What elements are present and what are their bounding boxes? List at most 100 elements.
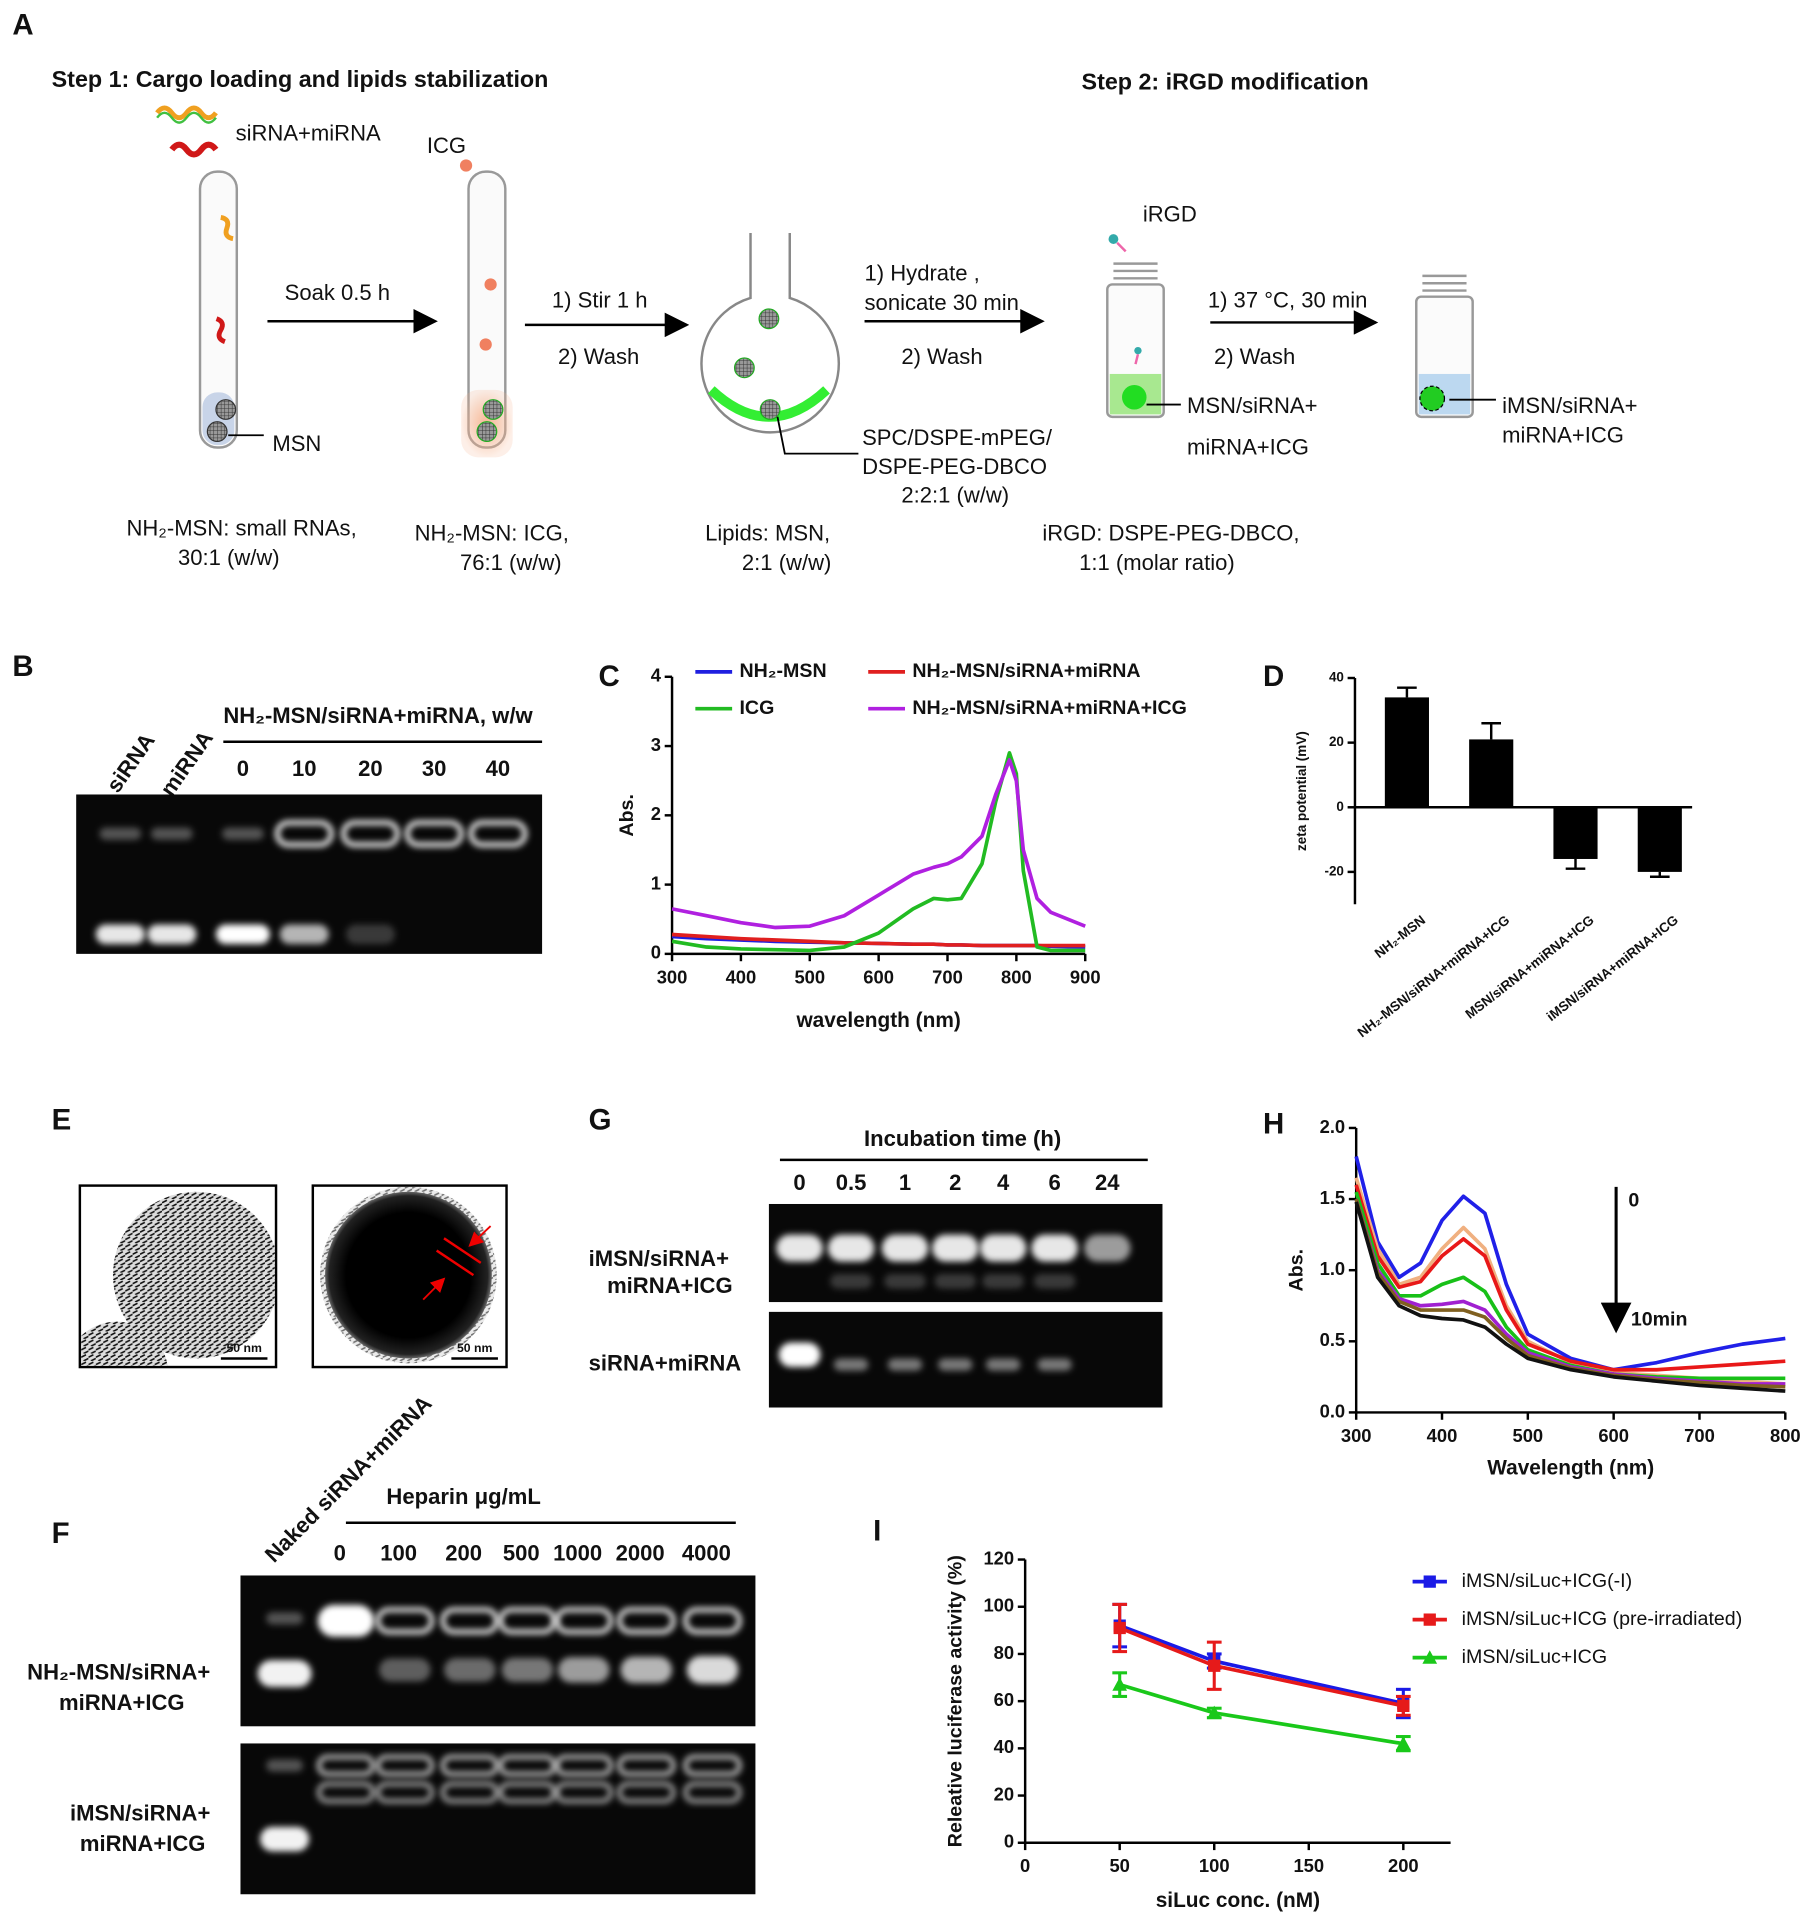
y-tick-label: 2 bbox=[651, 803, 661, 824]
y-tick-label: 0 bbox=[1004, 1831, 1014, 1852]
x-tick-label: 700 bbox=[1684, 1425, 1715, 1446]
x-tick-label: 300 bbox=[1341, 1425, 1372, 1446]
chart: 0 20 40 60 80 100 120 0 50 100 150 200 Releative luc… bbox=[945, 1547, 1743, 1912]
gel-band bbox=[95, 924, 145, 945]
caption: 1:1 (molar ratio) bbox=[1079, 550, 1235, 575]
gel-band bbox=[934, 1273, 977, 1289]
x-tick-label: 400 bbox=[726, 966, 757, 987]
gel-band bbox=[887, 1358, 923, 1371]
step-label: sonicate 30 min bbox=[865, 290, 1019, 315]
gel-band bbox=[497, 1754, 557, 1777]
x-axis-label: wavelength (nm) bbox=[795, 1009, 960, 1032]
y-tick-label: 80 bbox=[994, 1642, 1014, 1663]
y-tick-label: 40 bbox=[1329, 670, 1344, 685]
marker bbox=[1113, 1621, 1126, 1635]
label: 2:2:1 (w/w) bbox=[901, 482, 1009, 507]
series-line bbox=[1354, 1155, 1786, 1372]
y-tick-label: 0.5 bbox=[1320, 1329, 1346, 1350]
row-label: NH₂-MSN/siRNA+ bbox=[27, 1659, 210, 1684]
gel-band bbox=[266, 1612, 304, 1625]
gel-band bbox=[375, 1607, 435, 1635]
gel-band bbox=[982, 1273, 1024, 1289]
label: DSPE-PEG-DBCO bbox=[862, 454, 1047, 479]
gel-header: Incubation time (h) bbox=[864, 1126, 1061, 1151]
gel-band bbox=[266, 1759, 304, 1772]
legend-label: NH₂-MSN/siRNA+miRNA bbox=[912, 660, 1140, 682]
y-tick-label: 20 bbox=[1329, 734, 1344, 749]
gel-band bbox=[776, 1234, 823, 1262]
lane-label: 2 bbox=[949, 1170, 961, 1195]
x-tick-label: 100 bbox=[1199, 1855, 1230, 1876]
label: siRNA+miRNA bbox=[236, 121, 381, 146]
series-line bbox=[1354, 1191, 1786, 1381]
step-label: 2) Wash bbox=[1214, 344, 1295, 369]
panel-label: H bbox=[1263, 1107, 1284, 1140]
caption: iRGD: DSPE-PEG-DBCO, bbox=[1042, 520, 1299, 545]
gel-band bbox=[683, 1754, 742, 1777]
y-tick-label: -20 bbox=[1324, 863, 1343, 878]
series-line bbox=[1119, 1623, 1404, 1706]
x-axis-label: siLuc conc. (nM) bbox=[1156, 1889, 1320, 1912]
series-line bbox=[1354, 1201, 1786, 1393]
legend-label: NH₂-MSN bbox=[739, 660, 826, 682]
step-label: 2) Wash bbox=[901, 344, 982, 369]
lane-label: 40 bbox=[486, 756, 511, 781]
y-tick-label: 0.0 bbox=[1320, 1400, 1346, 1421]
label: MSN bbox=[272, 431, 321, 456]
lane-label: 10 bbox=[292, 756, 317, 781]
legend-label: NH₂-MSN/siRNA+miRNA+ICG bbox=[912, 697, 1187, 719]
gel bbox=[240, 1575, 756, 1727]
gel-band bbox=[1033, 1273, 1076, 1289]
bar bbox=[1384, 697, 1429, 808]
series-line bbox=[1354, 1198, 1786, 1389]
gel-band bbox=[683, 1781, 742, 1804]
label: miRNA+ICG bbox=[1187, 435, 1309, 460]
x-tick-label: 50 bbox=[1109, 1855, 1129, 1876]
legend-marker bbox=[1423, 1575, 1436, 1588]
panel-label: I bbox=[873, 1514, 881, 1547]
row-label: miRNA+ICG bbox=[607, 1273, 733, 1298]
lane-label: 30 bbox=[422, 756, 447, 781]
gel-band bbox=[379, 1658, 431, 1682]
x-tick-label: 800 bbox=[1001, 966, 1032, 987]
gel-band bbox=[440, 1754, 500, 1777]
step-title: Step 2: iRGD modification bbox=[1082, 69, 1369, 95]
step-label: 1) Hydrate , bbox=[865, 260, 980, 285]
gel-band bbox=[345, 924, 395, 945]
gel-band bbox=[778, 1342, 821, 1368]
annotation: 0 bbox=[1628, 1190, 1639, 1212]
x-tick-label: 150 bbox=[1293, 1855, 1324, 1876]
x-tick-label: NH₂-MSN/siRNA+miRNA+ICG bbox=[1355, 912, 1513, 1040]
label: iMSN/siRNA+ bbox=[1502, 393, 1637, 418]
lane-label: 0 bbox=[793, 1170, 805, 1195]
scale-bar-label: 50 nm bbox=[457, 1341, 493, 1355]
gel-band bbox=[215, 924, 270, 945]
gel-band bbox=[827, 1234, 875, 1262]
gel-band bbox=[150, 827, 193, 840]
lane-label: miRNA bbox=[155, 726, 218, 801]
chart: -20 0 20 40 zeta potential (mV) NH₂-MSNNH₂-MS… bbox=[1294, 670, 1693, 1040]
gel-band bbox=[375, 1781, 435, 1804]
gel-band bbox=[317, 1604, 375, 1637]
legend-marker bbox=[1422, 1650, 1438, 1664]
row-label: iMSN/siRNA+ bbox=[70, 1800, 210, 1825]
caption: 76:1 (w/w) bbox=[460, 550, 562, 575]
lane-label: 0 bbox=[334, 1540, 346, 1565]
gel-band bbox=[316, 1754, 376, 1777]
lane-label: 2000 bbox=[616, 1540, 665, 1565]
gel-band bbox=[147, 924, 197, 945]
gel-band bbox=[274, 820, 334, 848]
gel-band bbox=[686, 1655, 739, 1684]
legend-marker bbox=[1423, 1613, 1436, 1626]
gel-band bbox=[979, 1234, 1027, 1262]
label: SPC/DSPE-mPEG/ bbox=[862, 425, 1053, 450]
gel-band bbox=[375, 1754, 435, 1777]
bar bbox=[1469, 739, 1514, 808]
caption: 2:1 (w/w) bbox=[742, 550, 831, 575]
y-tick-label: 1.5 bbox=[1320, 1187, 1346, 1208]
caption: NH₂-MSN: small RNAs, bbox=[126, 515, 356, 540]
chart: 0 1 2 3 4 300 400 500 600 700 800 900 Abs. wavelength… bbox=[616, 660, 1187, 1032]
y-tick-label: 0 bbox=[1336, 799, 1344, 814]
y-tick-label: 0 bbox=[651, 942, 661, 963]
tem-images bbox=[78, 1184, 508, 1369]
